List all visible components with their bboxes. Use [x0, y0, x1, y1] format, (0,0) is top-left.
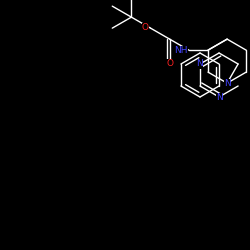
- Text: O: O: [166, 60, 173, 68]
- Text: N: N: [224, 79, 230, 88]
- Text: N: N: [196, 60, 203, 68]
- Text: O: O: [142, 23, 148, 32]
- Text: NH: NH: [174, 46, 188, 55]
- Text: N: N: [216, 92, 222, 102]
